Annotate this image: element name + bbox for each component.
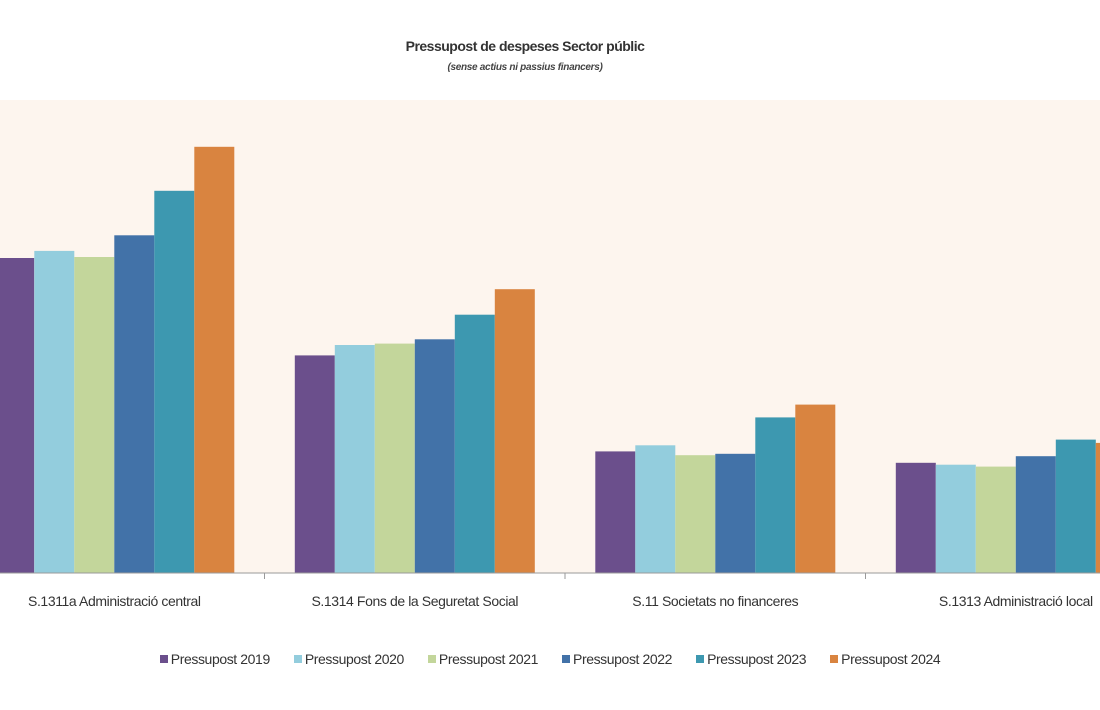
legend-swatch: [830, 655, 839, 663]
legend-swatch: [293, 655, 302, 663]
chart-title: Pressupost de despeses Sector públic: [405, 38, 645, 54]
legend-item: Pressupost 2023: [696, 651, 807, 667]
legend-item: Pressupost 2020: [293, 651, 404, 667]
bar-2-pressupost-2021: [374, 343, 415, 573]
legend-label: Pressupost 2021: [438, 651, 538, 667]
bar-1-pressupost-2021: [74, 257, 115, 573]
legend-item: Pressupost 2022: [562, 651, 672, 667]
bar-1-pressupost-2024: [194, 146, 235, 574]
legend-item: Pressupost 2021: [427, 651, 538, 667]
legend-swatch: [562, 655, 570, 663]
bar-3-pressupost-2023: [755, 417, 796, 573]
bar-1-pressupost-2019: [0, 258, 35, 573]
legend-swatch: [159, 655, 168, 663]
bar-3-pressupost-2019: [595, 451, 636, 573]
bar-4-pressupost-2024: [1095, 442, 1100, 573]
bar-4-pressupost-2021: [975, 466, 1016, 573]
chart-legend: Pressupost 2019 Pressupost 2020 Pressupost…: [0, 651, 1100, 667]
legend-item: Pressupost 2024: [830, 651, 941, 667]
bar-1-pressupost-2022: [114, 235, 155, 574]
bar-chart: S.1311a Administració central S.1314 Fons…: [0, 100, 1100, 609]
legend-label: Pressupost 2019: [170, 651, 270, 667]
legend-item: Pressupost 2019: [159, 651, 270, 667]
x-axis-label: S.11 Societats no financeres: [632, 593, 798, 609]
bar-2-pressupost-2023: [454, 314, 495, 573]
bar-2-pressupost-2019: [294, 355, 335, 573]
bars-group: [0, 146, 1100, 574]
bar-3-pressupost-2021: [675, 455, 716, 573]
legend-label: Pressupost 2020: [304, 651, 404, 667]
chart-subtitle: (sense actius ni passius financers): [447, 62, 603, 73]
bar-2-pressupost-2020: [334, 345, 375, 573]
legend-label: Pressupost 2023: [707, 651, 807, 667]
x-axis-ticks: [264, 573, 866, 579]
bar-1-pressupost-2023: [154, 190, 195, 574]
x-axis-labels: S.1311a Administració central S.1314 Fons…: [28, 593, 1093, 609]
legend-label: Pressupost 2022: [573, 651, 673, 667]
x-axis-label: S.1311a Administració central: [28, 593, 201, 609]
bar-3-pressupost-2020: [635, 445, 676, 573]
legend-swatch: [427, 655, 436, 663]
legend-label: Pressupost 2024: [841, 651, 941, 667]
legend-swatch: [696, 655, 705, 663]
bar-4-pressupost-2023: [1055, 439, 1096, 573]
bar-3-pressupost-2022: [715, 453, 756, 573]
bar-3-pressupost-2024: [795, 404, 836, 573]
bar-2-pressupost-2022: [414, 339, 455, 573]
bar-1-pressupost-2020: [34, 250, 75, 573]
bar-4-pressupost-2020: [935, 464, 976, 573]
x-axis-label: S.1314 Fons de la Seguretat Social: [311, 593, 518, 609]
bar-4-pressupost-2019: [895, 462, 936, 573]
bar-2-pressupost-2024: [494, 289, 535, 573]
x-axis-label: S.1313 Administració local: [939, 593, 1093, 609]
bar-4-pressupost-2022: [1015, 456, 1056, 573]
